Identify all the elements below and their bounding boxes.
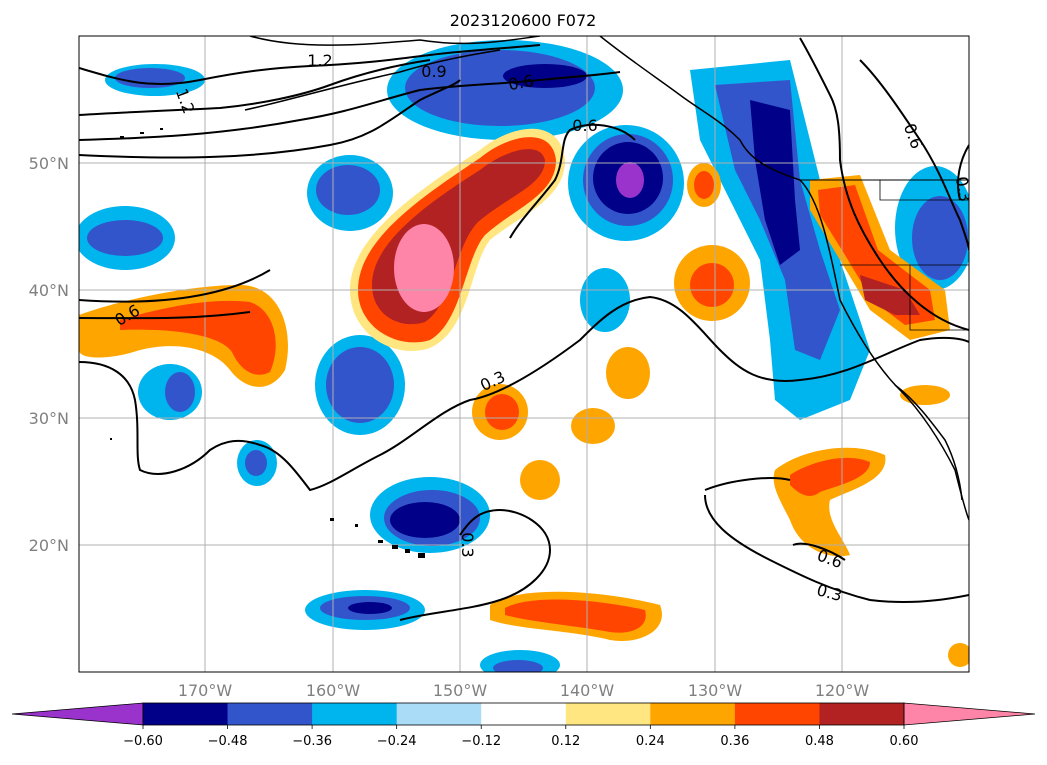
contour-label: 0.3 xyxy=(458,532,477,557)
neg-blob-sub3-core xyxy=(245,450,267,476)
colorbar-segment xyxy=(565,703,651,725)
contour-label: 0.6 xyxy=(572,116,597,135)
pos-band-east-high xyxy=(860,275,920,315)
contour-label: 0.3 xyxy=(952,175,975,203)
map-area: 1.2 1.2 0.9 0.6 0.6 0.6 0.6 0.3 0.3 0.3 … xyxy=(79,36,975,672)
lon-label: 120°W xyxy=(815,681,870,700)
contour-label: 1.2 xyxy=(307,51,332,70)
colorbar-tick-label: −0.48 xyxy=(208,734,248,749)
pos-blob-138w xyxy=(571,408,615,444)
contour-label: 0.6 xyxy=(900,121,927,151)
colorbar-segment xyxy=(819,703,905,725)
pos-blob-145w-core xyxy=(485,394,519,430)
neg-blob-hawaii-max xyxy=(390,502,460,538)
contour-label: 1.2 xyxy=(172,86,199,116)
colorbar-segment xyxy=(734,703,820,725)
colorbar-extend-low xyxy=(11,702,144,726)
lat-label: 30°N xyxy=(29,409,69,428)
colorbar-tick-label: 0.60 xyxy=(890,734,919,749)
pos-band-west-core xyxy=(120,300,276,375)
neg-blob-aleutian-core xyxy=(115,68,185,88)
lat-labels: 50°N 40°N 30°N 20°N xyxy=(29,154,69,555)
colorbar-frame xyxy=(142,702,905,726)
colorbar-segment xyxy=(143,703,229,725)
filled-contours xyxy=(79,40,969,672)
graticule xyxy=(79,36,969,672)
lon-label: 150°W xyxy=(433,681,488,700)
colorbar-tick-label: −0.60 xyxy=(123,734,163,749)
colorbar-segment xyxy=(312,703,398,725)
colorbar-segment xyxy=(650,703,736,725)
colorbar-tick-label: −0.24 xyxy=(377,734,417,749)
colorbar: −0.60 −0.48 −0.36 −0.24 −0.12 0.12 0.24 0.36 0.4… xyxy=(11,702,1036,749)
neg-blob-south-max xyxy=(348,602,392,614)
colorbar-extend-high xyxy=(903,702,1036,726)
neg-blob-gulf-extreme xyxy=(616,162,644,198)
neg-blob-135w xyxy=(580,268,630,332)
colorbar-segment xyxy=(227,703,313,725)
islands xyxy=(110,128,425,558)
colorbar-tick-label: 0.36 xyxy=(720,734,749,749)
map-title: 2023120600 F072 xyxy=(450,11,597,30)
colorbar-tick-label: −0.12 xyxy=(461,734,501,749)
neg-blob-sub1-core xyxy=(326,347,394,423)
neg-band-coast-max xyxy=(750,100,800,265)
lon-label: 130°W xyxy=(688,681,743,700)
contour-label: 0.9 xyxy=(421,62,446,81)
lat-label: 40°N xyxy=(29,281,69,300)
colorbar-tick-label: −0.36 xyxy=(292,734,332,749)
neg-blob-west-core xyxy=(87,220,163,256)
lat-label: 20°N xyxy=(29,536,69,555)
colorbar-tick-label: 0.48 xyxy=(805,734,834,749)
contour-label: 0.6 xyxy=(507,71,535,94)
pos-blob-142w xyxy=(520,460,560,500)
coastlines xyxy=(244,36,969,521)
pos-blob-small-n-core xyxy=(694,171,714,199)
pos-band-south-core xyxy=(505,599,646,633)
colorbar-segment xyxy=(481,703,567,725)
colorbar-tick-label: 0.24 xyxy=(636,734,665,749)
lat-label: 50°N xyxy=(29,154,69,173)
lon-label: 160°W xyxy=(306,681,361,700)
neg-blob-bottom-core xyxy=(493,660,543,672)
neg-blob-160w-core xyxy=(316,165,380,215)
neg-blob-interior-core xyxy=(912,196,968,280)
lon-label: 140°W xyxy=(560,681,615,700)
map-frame xyxy=(78,35,970,673)
pos-band-north-extreme xyxy=(394,224,454,312)
neg-blob-sub2-core xyxy=(165,372,195,412)
contour-label: 0.3 xyxy=(815,580,845,605)
pos-band-se-core xyxy=(790,457,870,496)
colorbar-tick-label: 0.12 xyxy=(551,734,580,749)
pos-blob-140w xyxy=(606,347,650,399)
line-contours xyxy=(79,37,969,621)
colorbar-segment xyxy=(396,703,482,725)
lon-label: 170°W xyxy=(178,681,233,700)
pos-blob-corner xyxy=(948,643,969,667)
pos-blob-130w-core xyxy=(690,263,734,307)
lon-labels: 170°W 160°W 150°W 140°W 130°W 120°W xyxy=(178,681,870,700)
